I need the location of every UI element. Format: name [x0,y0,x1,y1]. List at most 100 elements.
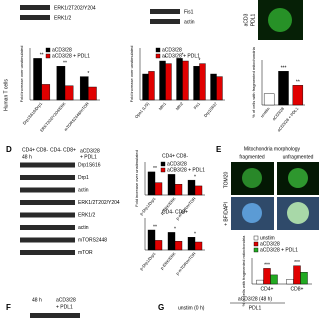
chart-title: CD4+ CD8- [162,153,188,159]
blot-label: ERK1/2 [78,212,95,218]
significance: *** [264,263,270,269]
bar [293,265,301,285]
x-tick-label: p-mTOR/mTOR [175,251,197,276]
significance: * [87,71,89,77]
blot [20,200,75,205]
bar [270,274,278,285]
blot [20,15,50,20]
bar [79,76,89,101]
blot-label: ERK1/2T202/Y204 [78,200,120,206]
bar [263,268,271,285]
row-label: + BF/DAPI [223,202,229,226]
bar [292,85,304,106]
x-tick-label: Opa1 (L/S) [134,101,151,120]
bar [300,272,308,285]
blot-label: ERK1/2 [54,15,71,21]
bar [278,71,289,106]
bar [187,179,196,196]
legend-swatch [253,241,259,247]
bar [187,236,196,251]
y-axis-label: Fold increase over unstimulated [129,46,134,103]
legend-swatch [160,167,166,173]
blot-label: Drp1 [78,175,89,181]
bar [159,60,166,101]
x-tick-label: CD4+ [261,286,274,292]
significance: * [174,227,176,233]
blot-label: ERK1/2T202/Y204 [54,5,96,11]
legend-swatch [253,247,259,253]
side-label: Human T cells [3,79,9,111]
legend-swatch [155,47,161,53]
bar [167,232,176,251]
x-tick-label: Drp1S637 [203,101,219,119]
blot [20,187,75,193]
legend-swatch [155,53,161,59]
x-tick-label: Drp1S616/Drp1 [22,101,44,126]
row-label: TOM20 [223,171,229,188]
bar [176,58,183,101]
bar [256,279,264,285]
cell [242,203,262,223]
x-tick-label: mTORS2448/mTOR [63,101,90,132]
group-label: CD4- CD8+ [50,147,76,153]
blot-label: Fis1 [184,9,194,15]
legend-swatch [253,235,259,241]
x-tick-label: p-Drp1/Drp1 [139,196,157,217]
blot [20,250,75,255]
blot-label: mTOR [78,250,93,256]
blot [20,175,75,180]
x-tick-label: Mfn1 [158,101,168,112]
stim-label: aCD3/28 [80,148,100,154]
image-label: PDL1 [250,14,256,27]
blot [20,5,50,10]
bar [167,174,176,196]
y-axis-label: Fold increase over unstimulated [134,150,139,207]
significance: ** [63,61,67,67]
bar [154,182,163,196]
legend-label: aCD3/28 [52,47,72,53]
legend-swatch [160,161,166,167]
legend-label: aCD3/28 + PDL1 [52,53,90,59]
column-label: unfragmented [283,154,314,160]
y-axis-label: % of cells with fragmented mitochondria [251,46,256,117]
bar [148,71,155,101]
bar [286,279,294,285]
significance: * [194,174,196,180]
bar [142,73,149,101]
blot [20,237,75,243]
significance: ** [153,224,157,230]
y-axis-label: Fold increase over unstimulated [19,46,24,103]
significance: * [199,58,201,64]
significance: * [194,232,196,238]
bar [210,73,217,101]
legend-swatch [45,53,51,59]
bar [33,58,42,101]
significance: ** [40,53,44,59]
bar [147,229,156,251]
legend-label: aCD3/28 [162,47,182,53]
bar [147,171,156,196]
blot-label: actin [78,187,89,193]
bar [182,60,189,101]
blot [20,212,75,218]
stim-label: + PDL1 [80,154,97,160]
bar [193,65,200,101]
legend-label: aCD3/28 + PDL1 [167,167,205,173]
bar [88,86,97,101]
group-label: CD4+ CD8- [22,147,48,153]
panel-title: aCD3/28 (48 h) [238,296,273,302]
legend-swatch [45,47,51,53]
blot [20,162,75,168]
blot [30,313,80,318]
bar [56,65,66,101]
x-tick-label: Fis1 [192,101,201,111]
bar [64,85,74,101]
bar [41,84,51,101]
legend-label: aCD3/28 + PDL1 [260,247,298,253]
x-tick-label: Mfn2 [175,101,185,112]
blot-label: actin [78,225,89,231]
blot-label: actin [184,19,195,25]
bar [165,63,172,101]
bar [263,93,275,106]
